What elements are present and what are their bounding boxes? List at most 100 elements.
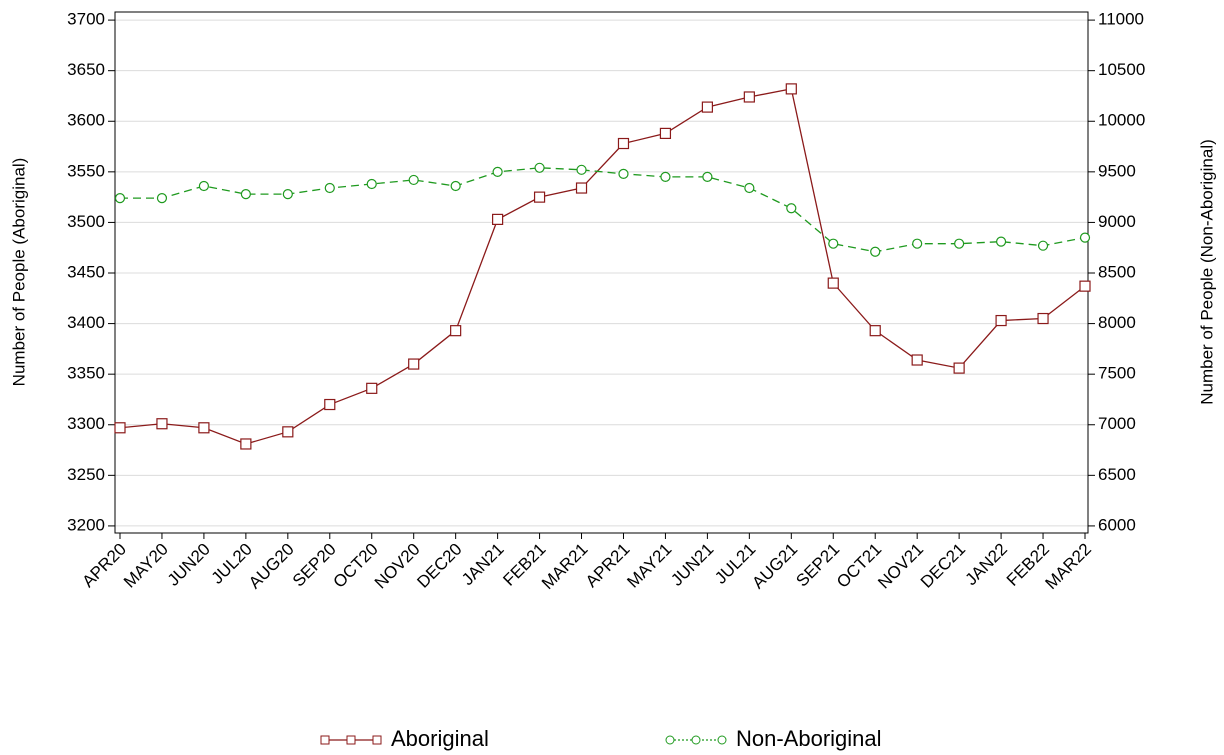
y-tick-label: 3450 bbox=[67, 262, 105, 281]
data-point bbox=[240, 438, 252, 450]
y2-tick-label: 11000 bbox=[1098, 10, 1144, 29]
data-point bbox=[1037, 312, 1049, 325]
data-point bbox=[743, 91, 755, 103]
data-point bbox=[1079, 232, 1091, 243]
data-point bbox=[786, 203, 797, 214]
data-point bbox=[869, 325, 881, 337]
legend-label: Non-Aboriginal bbox=[736, 726, 882, 751]
y2-tick-label: 10000 bbox=[1098, 111, 1145, 130]
y2-tick-label: 9500 bbox=[1098, 161, 1136, 180]
data-point bbox=[995, 236, 1007, 247]
y-tick-label: 3600 bbox=[67, 111, 105, 130]
legend-marker bbox=[372, 735, 382, 745]
data-point bbox=[450, 325, 462, 337]
data-point bbox=[492, 166, 503, 177]
data-point bbox=[828, 238, 839, 249]
x-tick-label: OCT20 bbox=[330, 540, 382, 592]
data-point bbox=[785, 83, 797, 95]
data-point bbox=[282, 426, 294, 438]
x-tick-label: APR20 bbox=[78, 540, 130, 592]
data-point bbox=[576, 164, 587, 175]
data-point bbox=[744, 182, 755, 194]
x-tick-label: NOV20 bbox=[371, 540, 424, 593]
data-point bbox=[492, 213, 504, 225]
data-point bbox=[324, 398, 336, 411]
legend-marker bbox=[346, 735, 356, 745]
y2-tick-label: 10500 bbox=[1098, 60, 1145, 79]
x-tick-label: AUG21 bbox=[748, 540, 801, 593]
y-tick-label: 3300 bbox=[67, 414, 105, 433]
data-point bbox=[533, 191, 546, 203]
y-tick-label: 3550 bbox=[67, 161, 105, 180]
data-point bbox=[870, 246, 881, 257]
data-point bbox=[450, 180, 461, 192]
y-tick-label: 3400 bbox=[67, 313, 105, 332]
y-tick-label: 3350 bbox=[67, 364, 105, 383]
data-point bbox=[911, 354, 923, 366]
y2-axis-label: Number of People (Non-Aboriginal) bbox=[1197, 139, 1216, 405]
y2-tick-label: 8500 bbox=[1098, 262, 1136, 281]
y2-tick-label: 7500 bbox=[1098, 364, 1136, 383]
legend-marker bbox=[665, 735, 675, 745]
x-tick-label: JUN21 bbox=[667, 540, 717, 590]
data-point bbox=[366, 178, 377, 190]
data-point bbox=[366, 382, 378, 394]
data-point bbox=[156, 193, 168, 204]
x-tick-label: JUN20 bbox=[164, 540, 214, 590]
x-tick-label: DEC21 bbox=[917, 540, 969, 592]
data-point bbox=[953, 362, 965, 374]
data-point bbox=[954, 238, 965, 249]
x-tick-label: OCT21 bbox=[833, 540, 885, 592]
x-tick-label: DEC20 bbox=[413, 540, 465, 592]
data-point bbox=[114, 422, 126, 434]
data-point bbox=[156, 418, 168, 430]
data-point bbox=[324, 182, 335, 194]
plot-frame bbox=[114, 11, 1089, 534]
data-point bbox=[660, 171, 671, 182]
data-point bbox=[408, 174, 419, 186]
data-point bbox=[617, 137, 630, 150]
x-tick-label: MAY20 bbox=[120, 540, 172, 592]
y2-tick-label: 7000 bbox=[1098, 414, 1136, 433]
data-point bbox=[282, 188, 293, 200]
data-point bbox=[1079, 280, 1091, 292]
x-tick-label: SEP20 bbox=[289, 540, 340, 591]
data-point bbox=[408, 358, 420, 370]
x-tick-label: NOV21 bbox=[874, 540, 927, 593]
x-tick-label: AUG20 bbox=[245, 540, 298, 593]
x-tick-label: MAY21 bbox=[623, 540, 675, 592]
data-point bbox=[912, 238, 923, 249]
data-point bbox=[575, 182, 588, 194]
y-tick-label: 3250 bbox=[67, 465, 105, 484]
data-point bbox=[240, 188, 251, 200]
y-tick-label: 3650 bbox=[67, 60, 105, 79]
data-point bbox=[618, 168, 629, 179]
data-point bbox=[1037, 240, 1049, 251]
y-tick-label: 3700 bbox=[67, 10, 105, 29]
data-point bbox=[198, 422, 210, 434]
data-point bbox=[827, 277, 839, 289]
x-tick-label: MAR22 bbox=[1041, 540, 1095, 594]
x-tick-label: SEP21 bbox=[792, 540, 843, 591]
y2-tick-label: 6000 bbox=[1098, 515, 1136, 534]
x-tick-label: JAN22 bbox=[962, 540, 1012, 590]
x-tick-label: MAR21 bbox=[538, 540, 592, 594]
series-line bbox=[119, 88, 1086, 445]
data-point bbox=[659, 127, 672, 139]
series-line bbox=[120, 167, 1086, 253]
legend-marker bbox=[320, 735, 330, 745]
data-point bbox=[198, 180, 210, 192]
y2-tick-label: 6500 bbox=[1098, 465, 1136, 484]
y2-tick-label: 8000 bbox=[1098, 313, 1136, 332]
legend-marker bbox=[717, 735, 727, 745]
x-tick-label: APR21 bbox=[582, 540, 634, 592]
data-point bbox=[534, 162, 545, 173]
y-tick-label: 3200 bbox=[67, 515, 105, 534]
data-point bbox=[114, 193, 126, 204]
y-axis-label: Number of People (Aboriginal) bbox=[9, 158, 28, 387]
legend-label: Aboriginal bbox=[391, 726, 489, 751]
data-point bbox=[995, 314, 1007, 327]
legend-marker bbox=[691, 735, 701, 745]
data-point bbox=[701, 101, 713, 113]
